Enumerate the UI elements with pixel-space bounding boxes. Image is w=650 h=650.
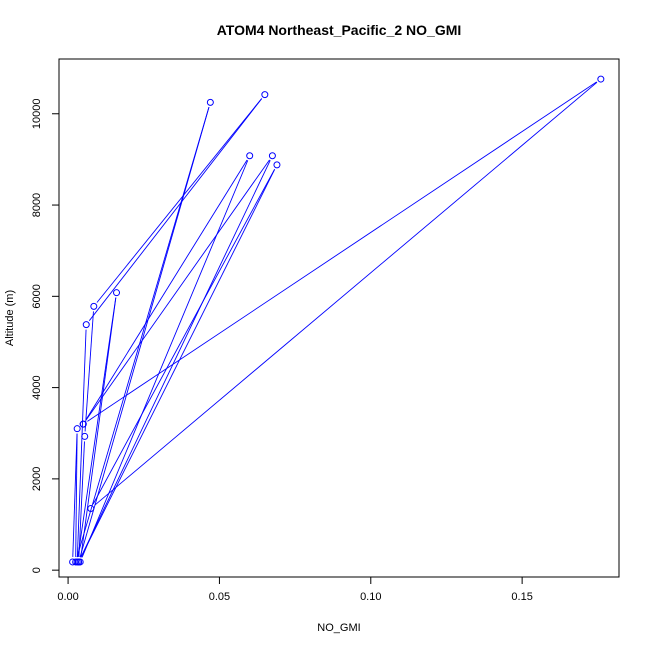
series-segment: [94, 81, 598, 506]
x-tick-label: 0.15: [511, 591, 532, 603]
series-segment: [88, 98, 263, 321]
data-point: [79, 420, 87, 428]
series-segment: [81, 160, 249, 558]
series-segment: [92, 169, 275, 505]
series-segment: [78, 441, 85, 557]
y-tick-label: 10000: [31, 98, 43, 129]
series-segment: [85, 159, 248, 421]
data-point: [597, 75, 605, 83]
y-tick-label: 8000: [31, 193, 43, 217]
data-point: [81, 432, 89, 440]
data-point: [90, 302, 98, 310]
y-tick-label: 6000: [31, 284, 43, 308]
x-tick-label: 0.10: [360, 591, 381, 603]
data-point: [273, 161, 281, 169]
data-point: [113, 289, 121, 297]
series-segment: [79, 107, 210, 558]
series-segment: [80, 297, 117, 558]
series-segment: [96, 98, 263, 303]
series-points: [69, 75, 605, 566]
data-point: [82, 321, 90, 329]
chart-title: ATOM4 Northeast_Pacific_2 NO_GMI: [217, 22, 462, 38]
data-point: [206, 98, 214, 106]
series-lines: [72, 81, 598, 558]
series-segment: [80, 160, 271, 558]
series-segment: [80, 169, 276, 558]
x-axis-label: NO_GMI: [317, 622, 360, 634]
x-axis: 0.00 0.05 0.10 0.15: [57, 576, 533, 603]
y-tick-label: 2000: [31, 467, 43, 491]
plot-area-frame: [58, 58, 620, 578]
series-segment: [72, 433, 78, 557]
data-point: [268, 152, 276, 160]
series-segment: [85, 159, 270, 421]
data-point: [246, 152, 254, 160]
series-segment: [87, 81, 597, 422]
data-point: [261, 91, 269, 99]
x-tick-label: 0.00: [57, 591, 78, 603]
x-tick-label: 0.05: [209, 591, 230, 603]
data-point: [75, 558, 83, 566]
y-axis: 0 2000 4000 6000 8000 10000: [31, 98, 60, 573]
y-axis-label: Altitude (m): [4, 290, 16, 346]
series-segment: [75, 433, 78, 557]
data-point: [73, 425, 81, 433]
series-segment: [77, 297, 117, 558]
data-point: [87, 505, 95, 513]
series-segment: [76, 107, 210, 558]
series-segment: [84, 311, 94, 432]
y-tick-label: 4000: [31, 375, 43, 399]
series-segment: [76, 329, 87, 557]
y-tick-label: 0: [31, 567, 43, 573]
